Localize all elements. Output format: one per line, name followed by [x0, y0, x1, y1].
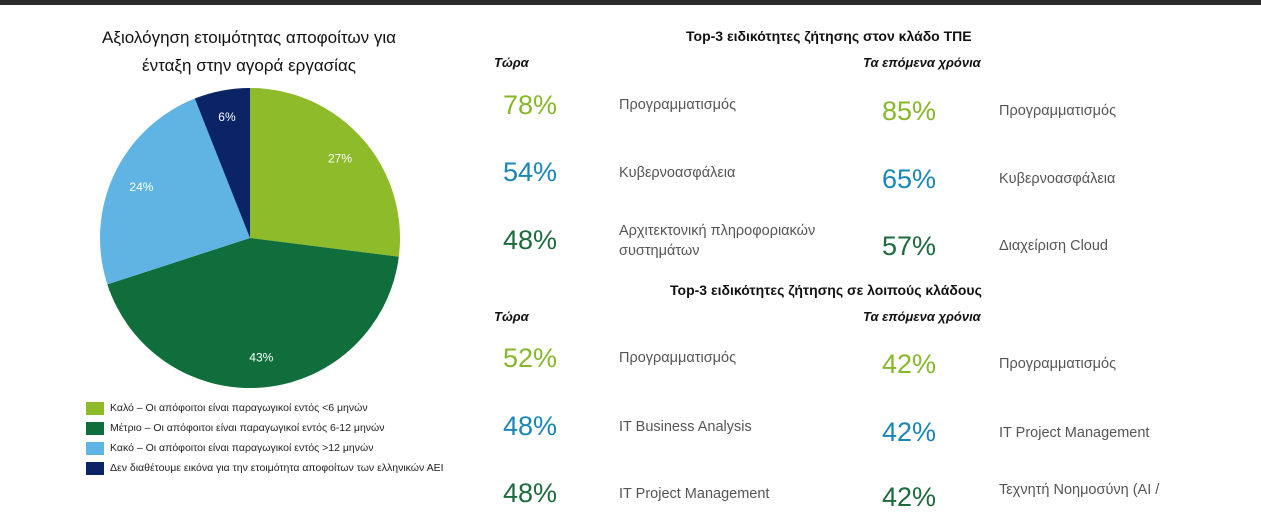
ict-future-pct-2: 65%	[882, 164, 937, 194]
pie-chart-title: Αξιολόγηση ετοιμότητας αποφοίτων για έντ…	[90, 24, 408, 80]
legend-label-medium: Μέτριο – Οι απόφοιτοι είναι παραγωγικοί …	[110, 422, 385, 434]
other-future-label-1: Προγραμματισμός	[999, 356, 1117, 372]
pie-legend: Καλό – Οι απόφοιτοι είναι παραγωγικοί εν…	[86, 398, 476, 478]
other-now-pct-2: 48%	[503, 411, 558, 441]
legend-swatch-bad	[86, 441, 104, 455]
other-now-label-3: IT Project Management	[619, 486, 770, 502]
ict-now-header: Τώρα	[494, 55, 529, 70]
legend-swatch-medium	[86, 421, 104, 435]
pie-slice-medium	[107, 238, 399, 389]
pie-title-line-2: ένταξη στην αγορά εργασίας	[142, 56, 356, 75]
other-now-pct-1: 52%	[503, 343, 558, 373]
pie-label-unknown: 6%	[218, 110, 236, 124]
other-section-title: Top-3 ειδικότητες ζήτησης σε λοιπούς κλά…	[670, 282, 982, 298]
pie-label-good: 27%	[328, 152, 352, 166]
other-now-label-2: IT Business Analysis	[619, 419, 752, 435]
other-future-pct-1: 42%	[882, 349, 937, 379]
pie-title-line-1: Αξιολόγηση ετοιμότητας αποφοίτων για	[102, 28, 396, 47]
pie-label-bad: 24%	[129, 180, 153, 194]
ict-future-pct-1: 85%	[882, 96, 937, 126]
legend-label-bad: Κακό – Οι απόφοιτοι είναι παραγωγικοί εν…	[110, 442, 374, 454]
ict-future-header: Τα επόμενα χρόνια	[863, 55, 981, 70]
ict-now-pct-2: 54%	[503, 157, 558, 187]
pie-slice-good	[250, 88, 400, 257]
other-future-label-2: IT Project Management	[999, 425, 1150, 441]
ict-future-label-2: Κυβερνοασφάλεια	[999, 171, 1116, 187]
pie-chart: 27% 43% 24% 6%	[99, 88, 400, 389]
ict-future-label-1: Προγραμματισμός	[999, 103, 1117, 119]
other-now-label-1: Προγραμματισμός	[619, 350, 737, 366]
ict-now-pct-1: 78%	[503, 90, 558, 120]
ict-now-pct-3: 48%	[503, 225, 558, 255]
legend-item-unknown: Δεν διαθέτουμε εικόνα για την ετοιμότητα…	[86, 458, 476, 478]
legend-swatch-unknown	[86, 461, 104, 475]
legend-label-unknown: Δεν διαθέτουμε εικόνα για την ετοιμότητα…	[110, 462, 444, 474]
pie-slice-bad	[99, 98, 250, 285]
ict-now-label-1: Προγραμματισμός	[619, 97, 737, 113]
legend-item-medium: Μέτριο – Οι απόφοιτοι είναι παραγωγικοί …	[86, 418, 476, 438]
other-now-pct-3: 48%	[503, 478, 558, 508]
legend-item-good: Καλό – Οι απόφοιτοι είναι παραγωγικοί εν…	[86, 398, 476, 418]
top-bar	[0, 0, 1261, 5]
ict-now-label-3: Αρχιτεκτονική πληροφοριακών συστημάτων	[619, 223, 816, 259]
ict-future-pct-3: 57%	[882, 231, 937, 261]
other-future-pct-2: 42%	[882, 417, 937, 447]
legend-label-good: Καλό – Οι απόφοιτοι είναι παραγωγικοί εν…	[110, 402, 368, 414]
pie-slice-unknown	[194, 88, 250, 238]
other-future-pct-3: 42%	[882, 482, 937, 512]
other-future-header: Τα επόμενα χρόνια	[863, 309, 981, 324]
legend-item-bad: Κακό – Οι απόφοιτοι είναι παραγωγικοί εν…	[86, 438, 476, 458]
other-now-header: Τώρα	[494, 309, 529, 324]
ict-future-label-3: Διαχείριση Cloud	[999, 238, 1108, 254]
ict-section-title: Top-3 ειδικότητες ζήτησης στον κλάδο ΤΠΕ	[686, 28, 972, 44]
legend-swatch-good	[86, 401, 104, 415]
pie-label-medium: 43%	[249, 350, 273, 364]
other-future-label-3: Τεχνητή Νοημοσύνη (AI /	[999, 482, 1160, 498]
ict-now-label-2: Κυβερνοασφάλεια	[619, 165, 736, 181]
